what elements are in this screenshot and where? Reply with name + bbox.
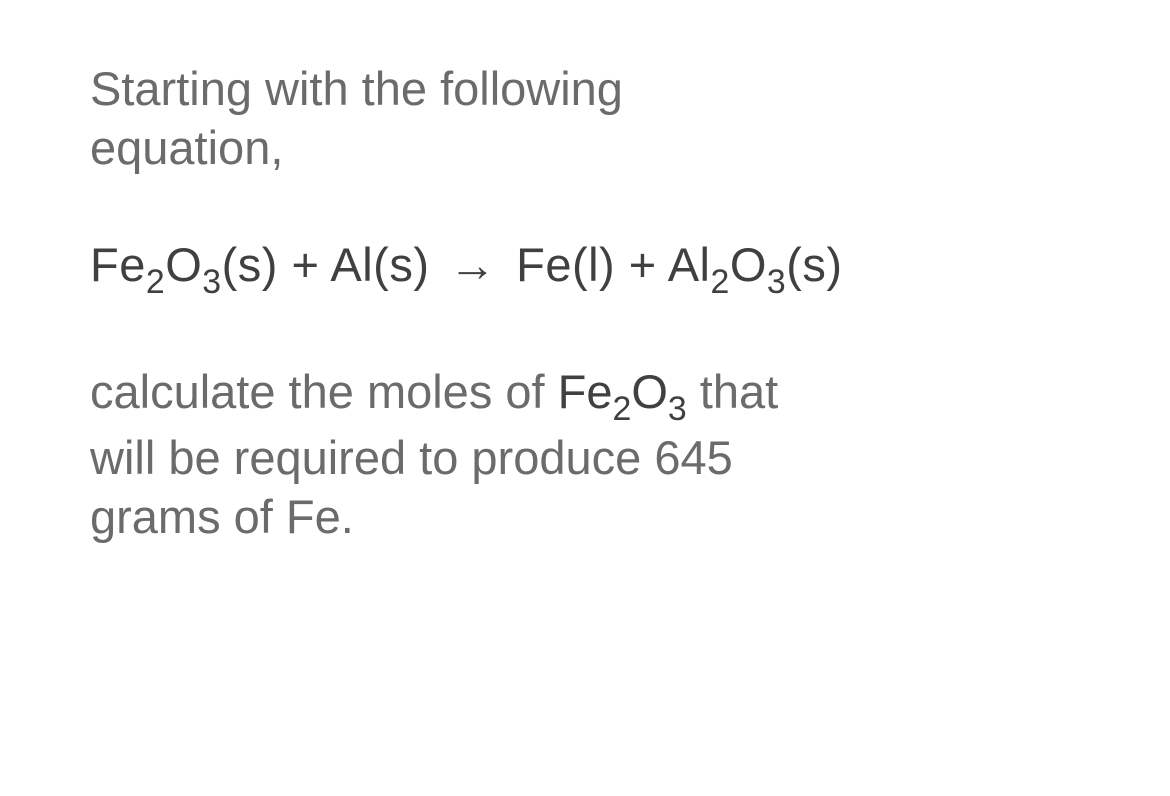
plus-1: + [278, 238, 330, 291]
intro-line-2: equation, [90, 121, 283, 174]
plus-2: + [615, 238, 667, 291]
problem-text: Starting with the following equation, Fe… [0, 0, 1170, 546]
reaction-arrow: → [443, 236, 503, 295]
question-paragraph: calculate the moles of Fe2O3 that will b… [90, 363, 1080, 546]
product-1: Fe(l) [516, 238, 615, 291]
reactant-1: Fe2O3(s) [90, 238, 278, 291]
intro-paragraph: Starting with the following equation, [90, 60, 1080, 178]
intro-line-1: Starting with the following [90, 62, 623, 115]
question-line-2: will be required to produce 645 [90, 431, 733, 484]
reactant-2: Al(s) [330, 238, 429, 291]
question-pre: calculate the moles of [90, 365, 558, 418]
product-2: Al2O3(s) [668, 238, 843, 291]
question-post1: that [687, 365, 778, 418]
question-line-3: grams of Fe. [90, 490, 354, 543]
chemical-equation: Fe2O3(s) + Al(s) → Fe(l) + Al2O3(s) [90, 236, 1080, 302]
inline-formula: Fe2O3 [558, 365, 687, 418]
